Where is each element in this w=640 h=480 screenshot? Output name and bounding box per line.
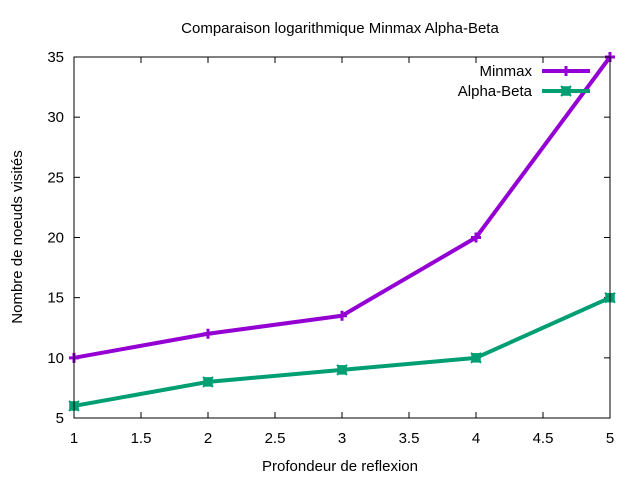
y-tick-label: 10 <box>47 350 64 367</box>
x-tick-label: 4.5 <box>533 430 554 447</box>
data-point <box>203 328 213 339</box>
legend-label: Alpha-Beta <box>458 83 533 100</box>
x-tick-label: 3.5 <box>399 430 420 447</box>
plus-marker-icon <box>471 232 481 243</box>
y-tick-label: 35 <box>47 49 64 66</box>
data-point <box>471 232 481 243</box>
plus-marker-icon <box>561 66 571 76</box>
x-tick-label: 1 <box>70 430 78 447</box>
series-layer <box>68 52 616 412</box>
cross-marker-icon <box>202 376 214 388</box>
data-point <box>337 310 347 321</box>
y-tick-label: 20 <box>47 230 64 247</box>
x-tick-label: 2 <box>204 430 212 447</box>
plot-area-frame <box>73 56 611 419</box>
data-point <box>470 352 482 364</box>
plus-marker-icon <box>203 328 213 339</box>
legend-label: Minmax <box>479 63 532 80</box>
x-axis-label: Profondeur de reflexion <box>262 458 418 475</box>
axis-ticks: 1 1.5 2 2.5 3 3.5 4 4.5 5 5 10 15 20 25 30 35 <box>47 49 614 447</box>
x-tick-label: 3 <box>338 430 346 447</box>
y-axis-label: Nombre de noeuds visités <box>9 150 26 323</box>
y-tick-label: 30 <box>47 109 64 126</box>
data-point <box>336 364 348 376</box>
x-tick-label: 4 <box>472 430 480 447</box>
chart-title: Comparaison logarithmique Minmax Alpha-B… <box>181 20 499 37</box>
x-tick-label: 1.5 <box>131 430 152 447</box>
x-tick-label: 5 <box>606 430 614 447</box>
legend-marker <box>560 85 572 97</box>
cross-marker-icon <box>470 352 482 364</box>
y-tick-label: 15 <box>47 290 64 307</box>
x-tick-label: 2.5 <box>265 430 286 447</box>
cross-marker-icon <box>336 364 348 376</box>
cross-marker-icon <box>560 85 572 97</box>
y-tick-label: 5 <box>56 410 64 427</box>
y-tick-label: 25 <box>47 169 64 186</box>
plus-marker-icon <box>337 310 347 321</box>
data-point <box>202 376 214 388</box>
legend: Minmax Alpha-Beta <box>458 63 590 100</box>
legend-marker <box>561 66 571 76</box>
